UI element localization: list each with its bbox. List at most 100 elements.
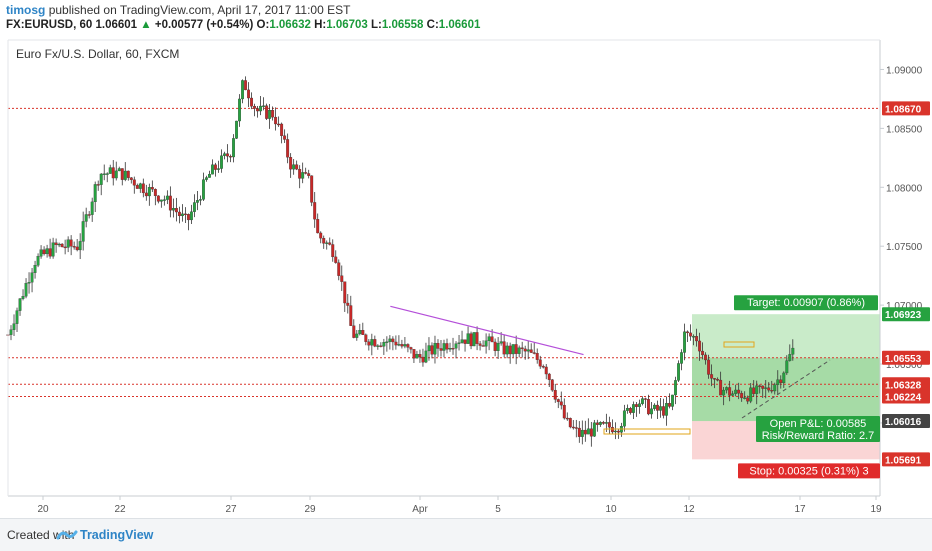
candle: [75, 239, 79, 252]
candle-body: [102, 173, 106, 175]
author-name[interactable]: timosg: [6, 3, 46, 17]
candle: [634, 401, 638, 417]
candle-body: [15, 310, 19, 324]
resistance-rectangle[interactable]: [723, 341, 755, 348]
candle: [12, 314, 16, 337]
axis-price-tag: [882, 377, 930, 392]
candle: [238, 94, 241, 127]
candle: [409, 346, 413, 354]
position-path-line[interactable]: [741, 359, 831, 419]
candle-body: [586, 428, 590, 435]
candle-body: [442, 343, 446, 351]
candle-body: [36, 256, 40, 266]
candle: [650, 402, 653, 419]
horizontal-levels[interactable]: [8, 107, 880, 398]
candle-body: [782, 372, 786, 384]
axis-price-tag: [882, 307, 930, 322]
candle-body: [78, 241, 82, 251]
candle: [328, 237, 332, 246]
candle: [538, 355, 542, 369]
candle: [69, 235, 73, 256]
candle: [625, 404, 629, 414]
candle: [63, 239, 67, 255]
candle-body: [445, 343, 449, 350]
candle: [217, 160, 220, 173]
candle: [592, 419, 596, 437]
low-label: L:: [371, 19, 382, 31]
candle-body: [544, 366, 548, 375]
candle: [36, 253, 40, 268]
x-tick-label: 22: [114, 504, 126, 515]
tradingview-link[interactable]: TradingView: [80, 528, 154, 542]
candle-body: [598, 422, 602, 425]
candle-body: [704, 354, 708, 361]
candle: [310, 175, 314, 207]
candle: [746, 395, 750, 405]
candle-body: [424, 350, 428, 363]
candle: [481, 340, 485, 347]
x-axis[interactable]: 20 22 27 29 Apr 5 10 12 17 19: [37, 496, 882, 515]
support-rectangle[interactable]: [603, 428, 691, 435]
candle-body: [583, 429, 587, 435]
candle: [662, 398, 665, 419]
candle-body: [96, 184, 100, 186]
candle: [415, 350, 419, 359]
candle-body: [319, 232, 323, 239]
candle: [598, 421, 602, 427]
drawings[interactable]: [390, 305, 831, 435]
candle-body: [168, 195, 172, 211]
candle: [48, 238, 52, 259]
candle-body: [81, 221, 85, 242]
candle-body: [644, 398, 647, 400]
axis-price-tag: [882, 101, 930, 116]
candle-body: [791, 347, 795, 355]
candle: [33, 260, 37, 279]
axis-price-tag: [882, 414, 930, 429]
y-axis[interactable]: 1.09000 1.08500 1.08000 1.07500 1.07000 1.065…: [880, 65, 923, 430]
candle-body: [205, 177, 208, 180]
candle-body: [499, 341, 503, 344]
candle-body: [665, 403, 668, 416]
candles: [6, 76, 795, 447]
candle: [262, 97, 266, 111]
candle-body: [779, 379, 783, 384]
candle: [559, 391, 563, 410]
candle-body: [454, 343, 458, 349]
stop-label: Stop: 0.00325 (0.31%) 3: [749, 465, 868, 477]
candle-body: [496, 343, 500, 351]
candle: [445, 338, 449, 354]
candle-body: [451, 348, 455, 350]
candle-body: [349, 305, 353, 326]
candle-body: [436, 342, 440, 349]
trendline[interactable]: [390, 305, 584, 356]
candle-body: [99, 173, 103, 185]
candle-body: [292, 164, 296, 170]
candle-body: [198, 199, 202, 201]
candle-body: [394, 341, 398, 346]
candle-body: [502, 341, 506, 355]
price-chart[interactable]: 1.09000 1.08500 1.08000 1.07500 1.07000 1.065…: [0, 0, 932, 518]
candle-body: [382, 342, 386, 347]
candle-body: [201, 179, 205, 200]
candle: [752, 380, 756, 397]
axis-price-text: 1.06016: [885, 417, 922, 428]
candle-body: [385, 341, 389, 343]
candle-body: [223, 153, 226, 156]
candle: [331, 239, 335, 262]
candle: [66, 236, 70, 253]
close-value: 1.06601: [438, 19, 481, 31]
candle-body: [653, 404, 656, 409]
candle-body: [391, 338, 395, 343]
candle: [15, 307, 19, 333]
candle-body: [120, 168, 124, 180]
candle-body: [66, 239, 70, 248]
candle: [220, 149, 223, 173]
candle-body: [716, 379, 720, 381]
candle-body: [728, 387, 732, 396]
candle: [436, 339, 440, 357]
candle-body: [472, 332, 476, 347]
candle-body: [156, 195, 160, 202]
tradingview-logo-icon[interactable]: [56, 527, 78, 543]
candle-body: [400, 344, 404, 347]
candle: [235, 120, 238, 140]
